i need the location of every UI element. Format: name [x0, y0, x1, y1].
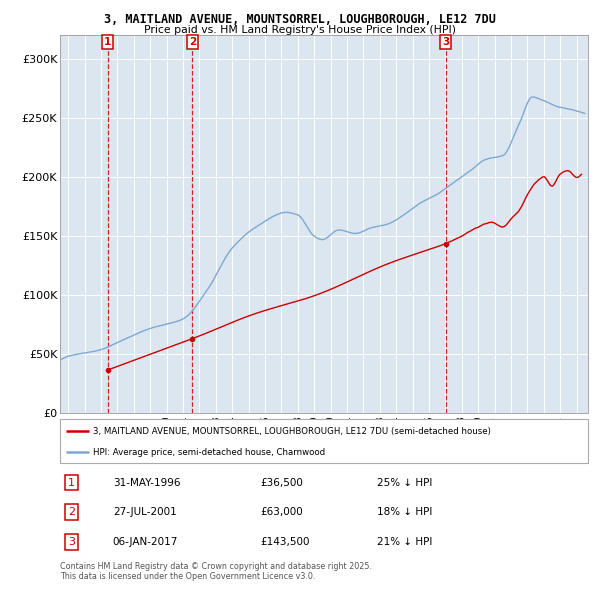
- Text: 2: 2: [68, 507, 75, 517]
- Text: 3: 3: [68, 537, 75, 547]
- Text: £63,000: £63,000: [260, 507, 304, 517]
- Text: 1: 1: [104, 37, 112, 47]
- Text: HPI: Average price, semi-detached house, Charnwood: HPI: Average price, semi-detached house,…: [93, 448, 325, 457]
- Text: 2: 2: [189, 37, 196, 47]
- Text: 3, MAITLAND AVENUE, MOUNTSORREL, LOUGHBOROUGH, LE12 7DU (semi-detached house): 3, MAITLAND AVENUE, MOUNTSORREL, LOUGHBO…: [93, 427, 491, 436]
- Text: 27-JUL-2001: 27-JUL-2001: [113, 507, 176, 517]
- Text: Contains HM Land Registry data © Crown copyright and database right 2025.
This d: Contains HM Land Registry data © Crown c…: [60, 562, 372, 581]
- Text: £143,500: £143,500: [260, 537, 310, 547]
- Text: 31-MAY-1996: 31-MAY-1996: [113, 477, 181, 487]
- Text: £36,500: £36,500: [260, 477, 304, 487]
- FancyBboxPatch shape: [60, 419, 588, 463]
- Text: 18% ↓ HPI: 18% ↓ HPI: [377, 507, 432, 517]
- Text: 06-JAN-2017: 06-JAN-2017: [113, 537, 178, 547]
- Text: 21% ↓ HPI: 21% ↓ HPI: [377, 537, 432, 547]
- Text: 1: 1: [68, 477, 75, 487]
- Text: 3: 3: [442, 37, 449, 47]
- Text: 3, MAITLAND AVENUE, MOUNTSORREL, LOUGHBOROUGH, LE12 7DU: 3, MAITLAND AVENUE, MOUNTSORREL, LOUGHBO…: [104, 13, 496, 26]
- Text: 25% ↓ HPI: 25% ↓ HPI: [377, 477, 432, 487]
- Text: Price paid vs. HM Land Registry's House Price Index (HPI): Price paid vs. HM Land Registry's House …: [144, 25, 456, 35]
